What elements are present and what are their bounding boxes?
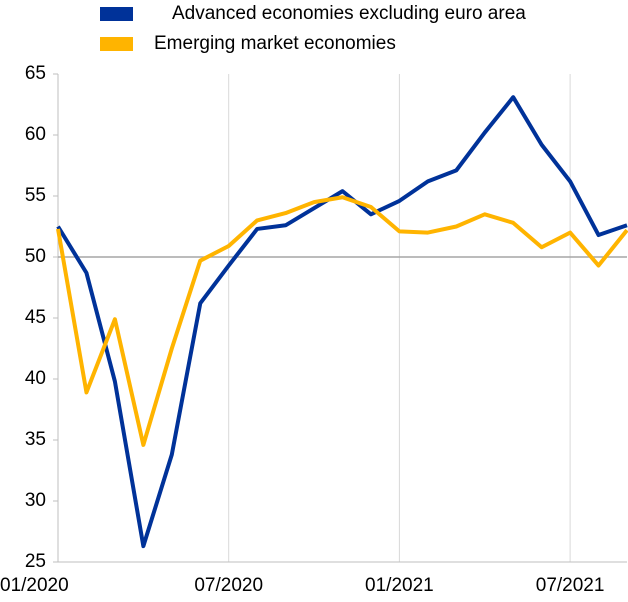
legend-label: Advanced economies excluding euro area bbox=[172, 3, 526, 24]
x-tick-label: 01/2020 bbox=[0, 575, 69, 596]
x-tick-label: 07/2021 bbox=[536, 575, 605, 596]
legend-label: Emerging market economies bbox=[154, 33, 396, 54]
y-tick-label: 45 bbox=[25, 307, 46, 328]
line-series bbox=[56, 195, 628, 447]
legend-swatch bbox=[100, 7, 133, 21]
legend-swatch bbox=[100, 37, 133, 51]
y-tick-label: 30 bbox=[25, 490, 46, 511]
line-series bbox=[56, 95, 628, 549]
y-tick-label: 60 bbox=[25, 124, 46, 145]
y-tick-label: 50 bbox=[25, 246, 46, 267]
y-tick-label: 35 bbox=[25, 429, 46, 450]
y-tick-label: 55 bbox=[25, 185, 46, 206]
y-tick-label: 65 bbox=[25, 63, 46, 84]
x-tick-label: 07/2020 bbox=[194, 575, 263, 596]
x-tick-label: 01/2021 bbox=[365, 575, 434, 596]
y-tick-label: 40 bbox=[25, 368, 46, 389]
y-tick-label: 25 bbox=[25, 551, 46, 572]
